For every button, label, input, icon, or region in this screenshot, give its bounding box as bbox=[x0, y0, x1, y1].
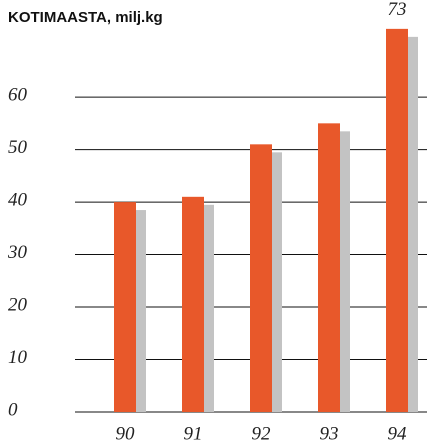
y-tick-label: 30 bbox=[7, 242, 28, 263]
chart-title: KOTIMAASTA, milj.kg bbox=[8, 9, 163, 26]
y-tick-label: 0 bbox=[8, 399, 18, 420]
y-tick-label: 50 bbox=[8, 137, 28, 158]
bar bbox=[114, 202, 136, 412]
bar bbox=[250, 144, 272, 412]
y-tick-label: 10 bbox=[8, 347, 28, 368]
x-tick-label: 90 bbox=[116, 423, 136, 444]
bar bbox=[182, 196, 204, 412]
x-tick-label: 91 bbox=[184, 423, 203, 444]
y-tick-label: 40 bbox=[8, 189, 28, 210]
y-tick-label: 20 bbox=[8, 294, 28, 315]
y-tick-label: 60 bbox=[8, 84, 28, 105]
bar bbox=[386, 28, 408, 412]
x-tick-label: 92 bbox=[252, 423, 272, 444]
x-tick-label: 94 bbox=[388, 423, 408, 444]
data-label: 73 bbox=[388, 0, 407, 20]
x-tick-label: 93 bbox=[320, 423, 339, 444]
bar bbox=[318, 123, 340, 412]
